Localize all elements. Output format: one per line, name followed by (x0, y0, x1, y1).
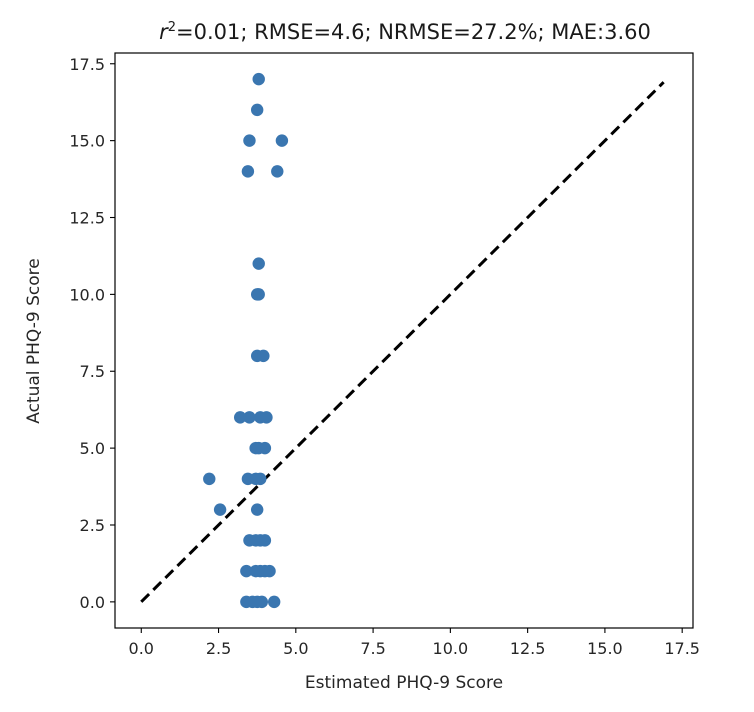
points-layer (203, 72, 289, 609)
y-tick-label: 0.0 (80, 593, 105, 612)
title-stats: =0.01; RMSE=4.6; NRMSE=27.2%; MAE:3.60 (176, 20, 651, 44)
identity-line (140, 81, 665, 603)
ticks-layer: 0.0 2.5 5.0 7.5 10.0 12.5 15.0 17.5 0.0 2.5 5.0 7.5… (69, 55, 700, 658)
y-tick-label: 10.0 (69, 285, 105, 304)
data-point (260, 411, 273, 424)
x-tick-label: 15.0 (587, 639, 623, 658)
data-point (258, 441, 272, 455)
x-tick-label: 5.0 (283, 639, 308, 658)
data-point (275, 134, 289, 147)
data-point (258, 534, 272, 547)
data-point (203, 472, 216, 486)
data-point (271, 165, 284, 178)
data-point (213, 503, 227, 516)
x-tick-label: 17.5 (664, 639, 700, 658)
y-axis-label: Actual PHQ-9 Score (24, 258, 44, 424)
title-superscript: 2 (168, 20, 176, 35)
data-point (252, 72, 265, 86)
data-point (250, 103, 264, 117)
y-tick-label: 2.5 (80, 516, 105, 535)
data-point (240, 564, 253, 578)
data-point (263, 564, 276, 578)
x-tick-label: 7.5 (360, 639, 385, 658)
data-point (254, 472, 267, 486)
data-point (243, 134, 256, 147)
data-point (233, 411, 247, 424)
data-point (255, 595, 269, 609)
data-point (252, 257, 265, 270)
x-tick-label: 10.0 (433, 639, 469, 658)
y-tick-label: 5.0 (80, 439, 105, 458)
data-point (252, 288, 265, 301)
x-tick-label: 2.5 (206, 639, 231, 658)
y-tick-label: 12.5 (69, 209, 105, 228)
x-tick-label: 0.0 (129, 639, 154, 658)
data-point (241, 165, 255, 178)
title-symbol: r (159, 20, 169, 44)
data-point (257, 349, 270, 363)
data-point (267, 595, 281, 609)
data-point (250, 503, 264, 516)
y-tick-label: 15.0 (69, 132, 105, 151)
chart-title: r2=0.01; RMSE=4.6; NRMSE=27.2%; MAE:3.60 (159, 20, 651, 44)
plot-area-frame (114, 52, 694, 629)
y-tick-label: 17.5 (69, 55, 105, 74)
identity-line-layer (140, 81, 665, 603)
x-axis-label: Estimated PHQ-9 Score (305, 673, 503, 693)
x-tick-label: 12.5 (510, 639, 546, 658)
y-tick-label: 7.5 (80, 362, 105, 381)
data-point (243, 411, 256, 424)
